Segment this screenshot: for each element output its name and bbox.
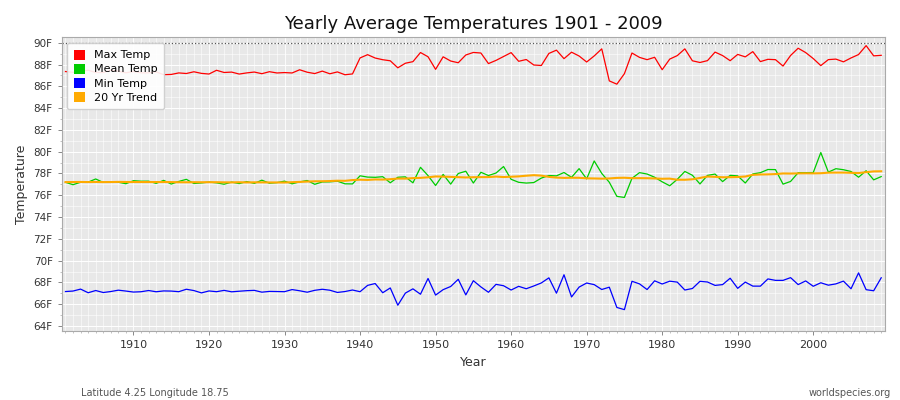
Legend: Max Temp, Mean Temp, Min Temp, 20 Yr Trend: Max Temp, Mean Temp, Min Temp, 20 Yr Tre… — [68, 43, 164, 109]
Y-axis label: Temperature: Temperature — [15, 145, 28, 224]
Text: worldspecies.org: worldspecies.org — [809, 388, 891, 398]
Text: Latitude 4.25 Longitude 18.75: Latitude 4.25 Longitude 18.75 — [81, 388, 229, 398]
Title: Yearly Average Temperatures 1901 - 2009: Yearly Average Temperatures 1901 - 2009 — [284, 15, 662, 33]
X-axis label: Year: Year — [460, 356, 487, 369]
